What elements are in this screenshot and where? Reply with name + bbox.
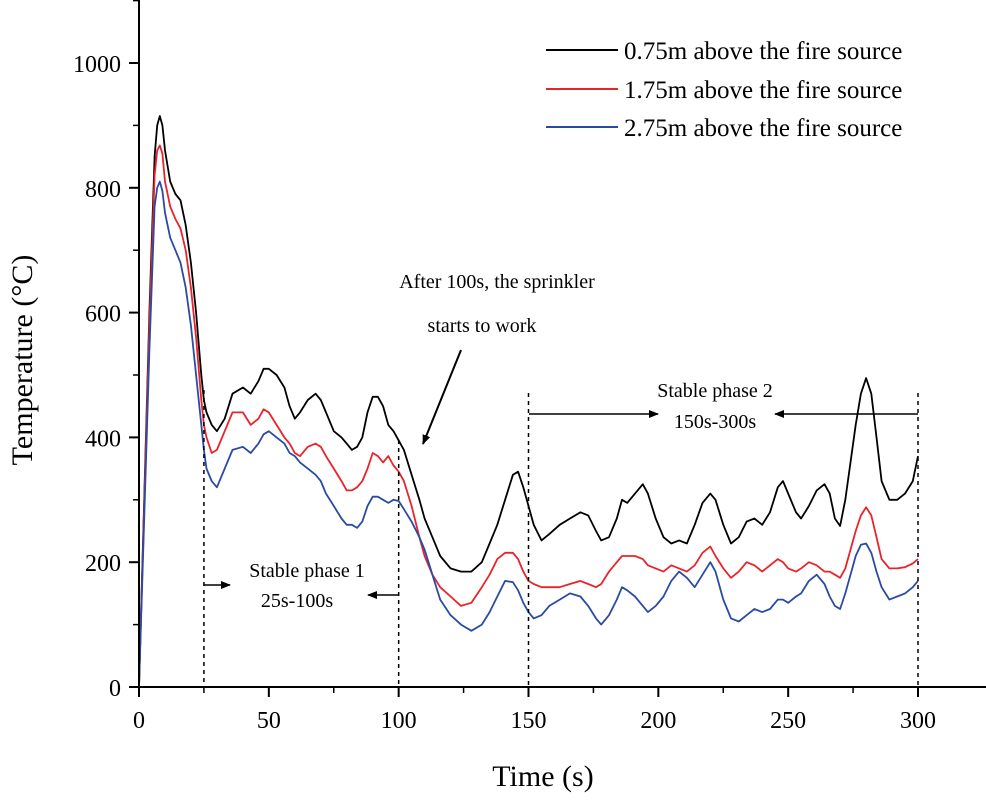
annotation-stable-phase-1: Stable phase 1 25s-100s [204, 560, 399, 612]
x-tick-label: 150 [511, 708, 547, 734]
x-tick-label: 200 [640, 708, 676, 734]
legend-label-2: 1.75m above the fire source [624, 77, 902, 104]
annotation-stable-phase-2: Stable phase 2 150s-300s [529, 380, 918, 433]
series-line-2 [138, 144, 919, 688]
x-tick-label: 100 [381, 708, 417, 734]
annotation-sprinkler: After 100s, the sprinkler starts to work [399, 271, 595, 445]
annotation-phase1-line-1: Stable phase 1 [249, 560, 365, 582]
annotation-sprinkler-arrow [422, 349, 462, 445]
x-tick-label: 300 [900, 708, 936, 734]
series-line-1 [138, 115, 919, 688]
annotation-sprinkler-line-1: After 100s, the sprinkler [399, 271, 595, 293]
annotation-phase1-line-2: 25s-100s [261, 590, 333, 612]
x-tick-label: 0 [133, 708, 145, 734]
x-axis-title: Time (s) [492, 760, 593, 793]
ticks-group: 0 50 100 150 200 250 300 0 200 400 600 800 1000 [73, 0, 936, 734]
legend-label-3: 2.75m above the fire source [624, 115, 902, 142]
y-tick-label: 0 [109, 676, 121, 702]
x-tick-label: 50 [257, 708, 281, 734]
plot-series-group [138, 115, 919, 688]
y-tick-label: 800 [85, 177, 121, 203]
x-tick-label: 250 [770, 708, 806, 734]
axes-group [138, 0, 986, 688]
legend: 0.75m above the fire source 1.75m above … [546, 38, 902, 142]
y-tick-label: 1000 [73, 52, 121, 78]
annotation-phase2-line-1: Stable phase 2 [657, 380, 773, 402]
series-line-3 [138, 180, 919, 688]
annotation-phase2-line-2: 150s-300s [674, 411, 756, 433]
y-tick-label: 200 [85, 551, 121, 577]
y-tick-label: 600 [85, 302, 121, 328]
y-tick-label: 400 [85, 426, 121, 452]
annotation-sprinkler-line-2: starts to work [428, 315, 537, 337]
reference-lines-group [203, 390, 919, 687]
legend-label-1: 0.75m above the fire source [624, 38, 902, 65]
y-axis-title: Temperature (°C) [6, 255, 39, 466]
